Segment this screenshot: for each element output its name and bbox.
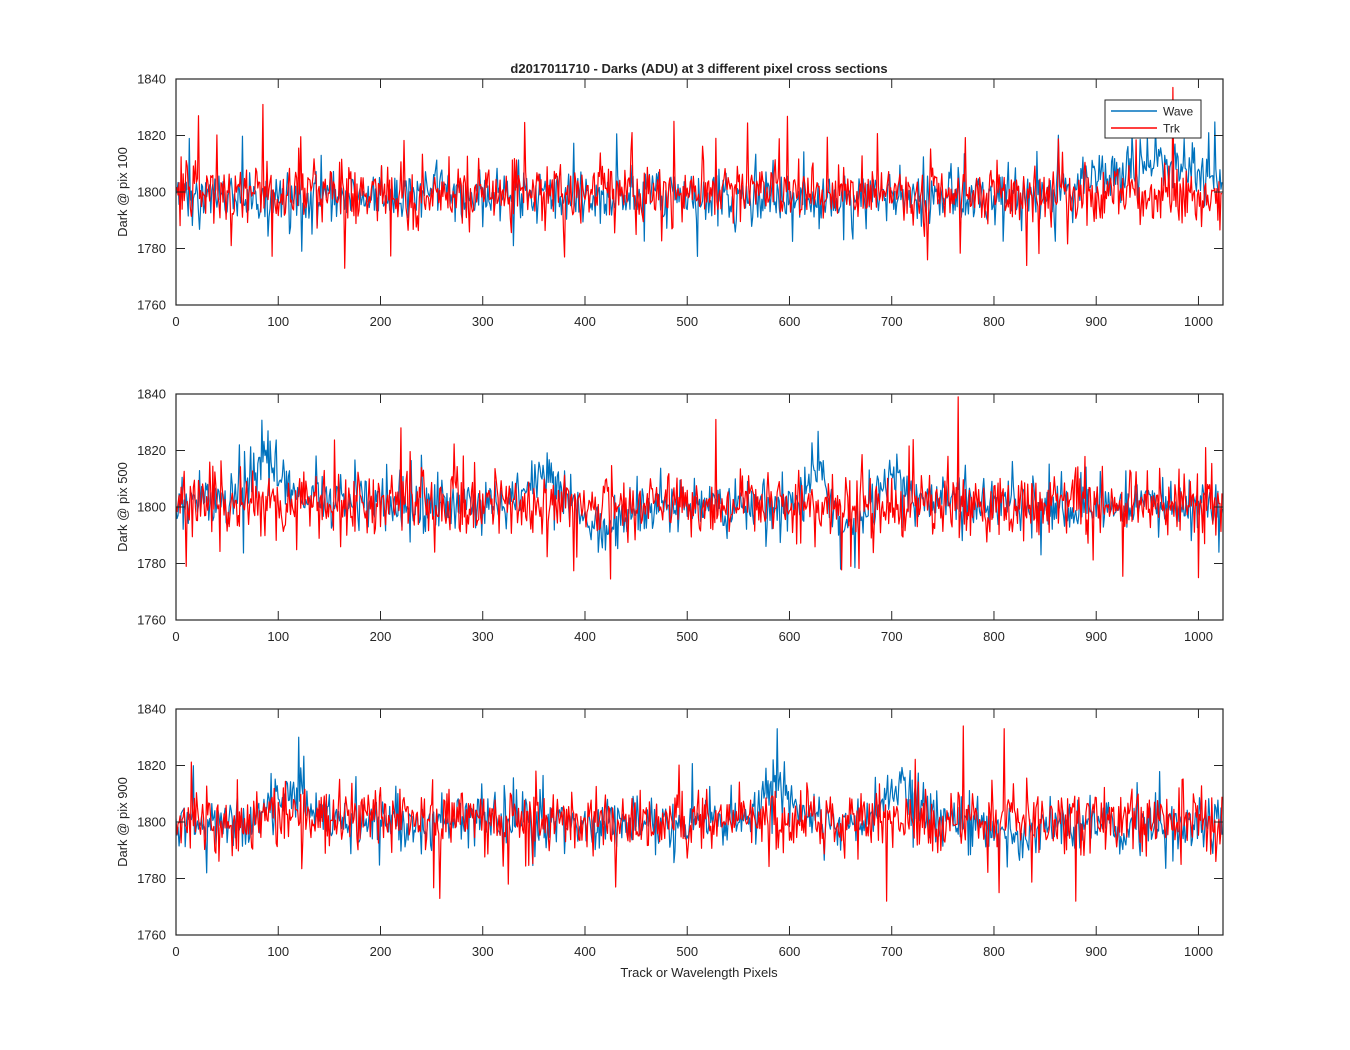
x-tick-label: 300 bbox=[472, 314, 494, 329]
x-tick-label: 200 bbox=[370, 314, 392, 329]
x-tick-label: 500 bbox=[676, 944, 698, 959]
x-tick-label: 500 bbox=[676, 314, 698, 329]
x-tick-label: 0 bbox=[172, 944, 179, 959]
x-tick-label: 800 bbox=[983, 944, 1005, 959]
y-axis-label: Dark @ pix 900 bbox=[115, 777, 130, 867]
x-tick-label: 200 bbox=[370, 944, 392, 959]
x-tick-label: 700 bbox=[881, 314, 903, 329]
y-axis-label: Dark @ pix 500 bbox=[115, 462, 130, 552]
subplot-pix-100: 0 100 200 300 400 500 600 700 800 900 1000 1760 1780… bbox=[115, 72, 1224, 329]
y-tick-label: 1800 bbox=[137, 815, 166, 830]
x-tick-label: 500 bbox=[676, 629, 698, 644]
legend: Wave Trk bbox=[1104, 99, 1202, 139]
x-tick-label: 100 bbox=[267, 944, 289, 959]
y-tick-label: 1820 bbox=[137, 758, 166, 773]
x-tick-label: 100 bbox=[267, 314, 289, 329]
legend-label-trk: Trk bbox=[1163, 122, 1181, 136]
y-tick-label: 1780 bbox=[137, 871, 166, 886]
y-tick-label: 1840 bbox=[137, 72, 166, 87]
x-tick-label: 200 bbox=[370, 629, 392, 644]
x-tick-label: 700 bbox=[881, 944, 903, 959]
x-tick-label: 600 bbox=[779, 629, 801, 644]
subplot-pix-900: 0 100 200 300 400 500 600 700 800 900 1000 1760 1780… bbox=[115, 702, 1224, 959]
y-tick-label: 1760 bbox=[137, 928, 166, 943]
x-tick-label: 700 bbox=[881, 629, 903, 644]
y-tick-label: 1820 bbox=[137, 443, 166, 458]
subplot-pix-500: 0 100 200 300 400 500 600 700 800 900 1000 1760 1780… bbox=[115, 387, 1224, 644]
y-tick-label: 1840 bbox=[137, 702, 166, 717]
y-tick-label: 1780 bbox=[137, 556, 166, 571]
y-tick-label: 1800 bbox=[137, 500, 166, 515]
x-tick-label: 900 bbox=[1085, 629, 1107, 644]
x-tick-label: 400 bbox=[574, 629, 596, 644]
x-tick-label: 600 bbox=[779, 314, 801, 329]
series-line-trk bbox=[176, 86, 1223, 269]
x-tick-label: 800 bbox=[983, 314, 1005, 329]
y-tick-label: 1780 bbox=[137, 241, 166, 256]
x-tick-label: 100 bbox=[267, 629, 289, 644]
x-tick-label: 900 bbox=[1085, 314, 1107, 329]
y-tick-label: 1760 bbox=[137, 298, 166, 313]
x-tick-label: 900 bbox=[1085, 944, 1107, 959]
x-axis-label: Track or Wavelength Pixels bbox=[620, 965, 778, 980]
y-tick-label: 1760 bbox=[137, 613, 166, 628]
x-tick-label: 1000 bbox=[1184, 314, 1213, 329]
figure-title: d2017011710 - Darks (ADU) at 3 different… bbox=[510, 61, 887, 76]
series-line-trk bbox=[176, 396, 1223, 580]
y-tick-label: 1800 bbox=[137, 185, 166, 200]
x-tick-label: 1000 bbox=[1184, 944, 1213, 959]
y-axis-label: Dark @ pix 100 bbox=[115, 147, 130, 237]
y-tick-label: 1840 bbox=[137, 387, 166, 402]
series-line-trk bbox=[176, 725, 1223, 902]
x-tick-label: 800 bbox=[983, 629, 1005, 644]
x-tick-label: 0 bbox=[172, 629, 179, 644]
x-tick-label: 400 bbox=[574, 944, 596, 959]
x-tick-label: 300 bbox=[472, 629, 494, 644]
y-tick-label: 1820 bbox=[137, 128, 166, 143]
x-tick-label: 300 bbox=[472, 944, 494, 959]
x-tick-label: 400 bbox=[574, 314, 596, 329]
x-tick-label: 1000 bbox=[1184, 629, 1213, 644]
x-tick-label: 0 bbox=[172, 314, 179, 329]
legend-label-wave: Wave bbox=[1163, 105, 1194, 119]
x-tick-label: 600 bbox=[779, 944, 801, 959]
legend-box bbox=[1104, 99, 1202, 139]
